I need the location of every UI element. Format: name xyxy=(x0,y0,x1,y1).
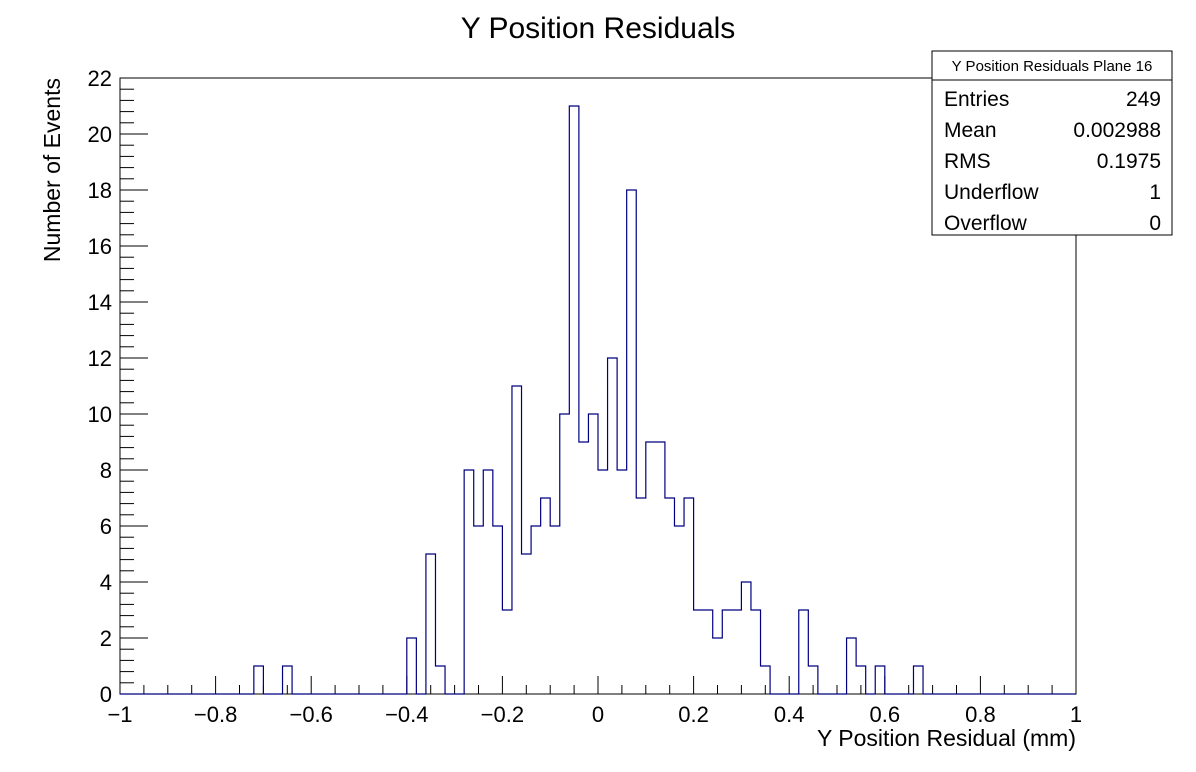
x-tick-label: 0.4 xyxy=(774,702,805,727)
stats-row-label: Entries xyxy=(944,88,1009,111)
stats-row-value: 249 xyxy=(1126,88,1161,111)
x-axis: −1 −0.8 −0.6 −0.4 −0.2 0 0.2 0.4 0.6 0.8 1 xyxy=(107,676,1082,727)
stats-row-value: 0.1975 xyxy=(1097,150,1161,173)
y-axis-label: Number of Events xyxy=(39,78,65,262)
x-tick-label: −0.2 xyxy=(481,702,524,727)
y-tick-label: 10 xyxy=(88,402,112,427)
stats-row-label: RMS xyxy=(944,150,991,173)
y-tick-label: 0 xyxy=(100,682,112,707)
x-tick-label: 1 xyxy=(1070,702,1082,727)
y-tick-label: 2 xyxy=(100,626,112,651)
chart-title: Y Position Residuals xyxy=(461,12,736,45)
stats-row-value: 0 xyxy=(1149,212,1161,235)
histogram-outline xyxy=(120,105,1076,695)
stats-box-frame xyxy=(931,50,1173,236)
stats-row-label: Mean xyxy=(944,119,997,142)
x-tick-label: 0 xyxy=(592,702,604,727)
y-tick-label: 14 xyxy=(88,290,112,315)
stats-box: Y Position Residuals Plane 16 Entries 249… xyxy=(931,50,1173,236)
y-tick-label: 4 xyxy=(100,570,112,595)
y-tick-label: 12 xyxy=(88,346,112,371)
stats-row-value: 1 xyxy=(1149,181,1161,204)
y-tick-label: 20 xyxy=(88,122,112,147)
stats-box-title: Y Position Residuals Plane 16 xyxy=(952,58,1153,75)
x-tick-label: 0.8 xyxy=(965,702,996,727)
stats-rows: Entries 249 Mean 0.002988 RMS 0.1975 Underflow… xyxy=(944,88,1161,235)
x-tick-label: −1 xyxy=(107,702,132,727)
y-tick-label: 22 xyxy=(88,66,112,91)
y-tick-label: 8 xyxy=(100,458,112,483)
y-tick-label: 18 xyxy=(88,178,112,203)
stats-row-label: Overflow xyxy=(944,212,1028,235)
y-tick-label: 16 xyxy=(88,234,112,259)
y-axis: 0 2 4 6 8 10 12 14 16 18 20 22 xyxy=(88,66,148,707)
x-tick-label: −0.4 xyxy=(385,702,428,727)
y-tick-label: 6 xyxy=(100,514,112,539)
x-tick-label: −0.8 xyxy=(194,702,237,727)
x-tick-label: 0.2 xyxy=(678,702,709,727)
stats-row-label: Underflow xyxy=(944,181,1039,204)
x-tick-label: −0.6 xyxy=(289,702,332,727)
stats-row-value: 0.002988 xyxy=(1073,119,1161,142)
x-tick-label: 0.6 xyxy=(870,702,901,727)
x-axis-label: Y Position Residual (mm) xyxy=(817,725,1076,751)
